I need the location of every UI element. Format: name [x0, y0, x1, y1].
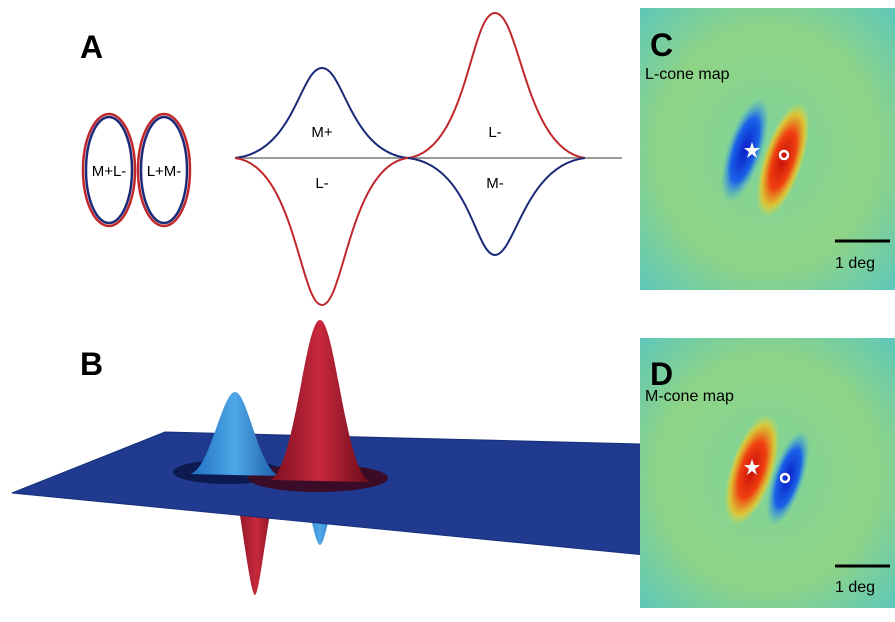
panel-label: B	[80, 346, 103, 382]
scale-label: 1 deg	[835, 255, 875, 272]
map-title: M-cone map	[645, 388, 734, 405]
panel-label: C	[650, 27, 673, 63]
surface-peak	[270, 320, 370, 482]
curve-label: M-	[486, 175, 504, 192]
scale-label: 1 deg	[835, 579, 875, 596]
curve-label: L-	[488, 124, 501, 141]
page: A M+L- L+M- M+ L- L- M- B C L-cone map 1…	[0, 0, 895, 622]
map-title: L-cone map	[645, 66, 730, 83]
curve-label: L-	[315, 175, 328, 192]
curve	[408, 158, 585, 255]
panel-label: D	[650, 356, 673, 392]
ellipse-label: M+L-	[92, 163, 127, 180]
panel-label: A	[80, 29, 103, 65]
figure: A M+L- L+M- M+ L- L- M- B C L-cone map 1…	[0, 0, 895, 622]
curve-label: M+	[311, 124, 332, 141]
ellipse-label: L+M-	[147, 163, 182, 180]
curve	[235, 68, 408, 158]
